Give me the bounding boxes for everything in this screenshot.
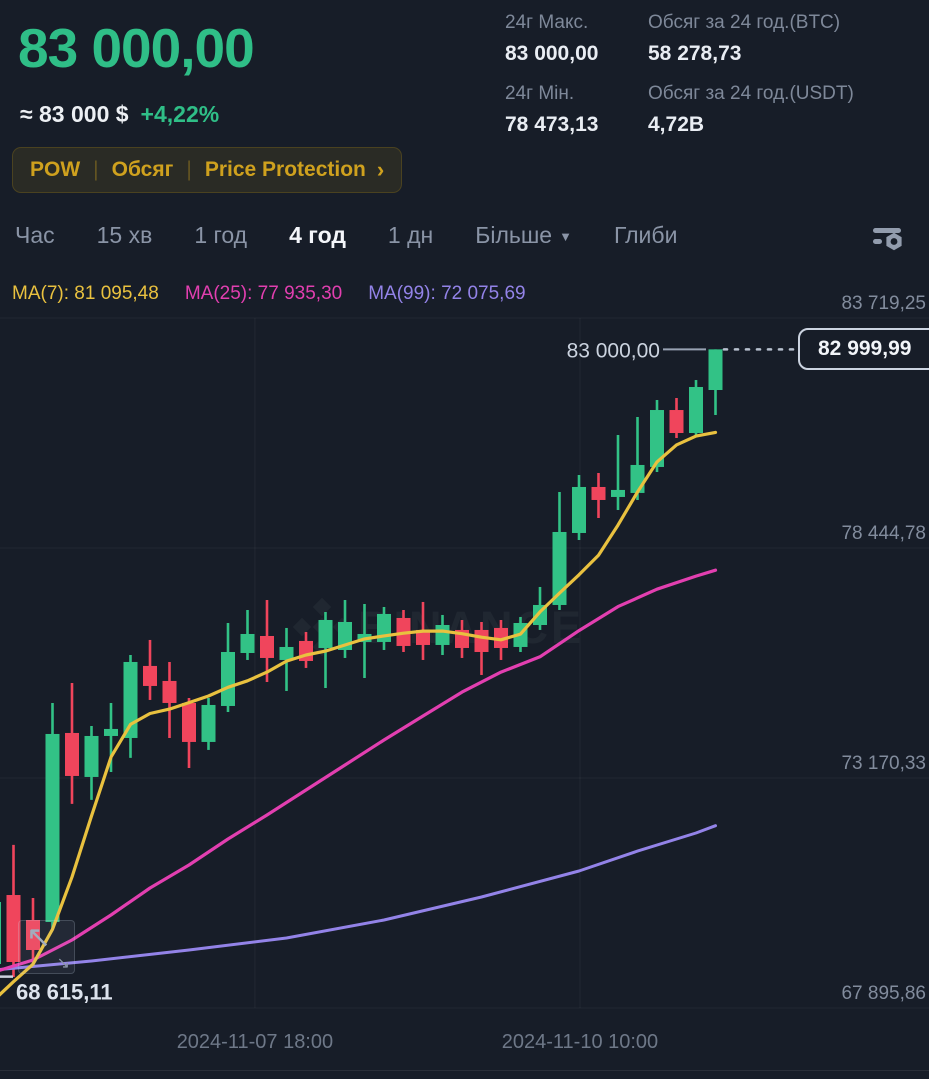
tag-volume[interactable]: Обсяг (111, 158, 174, 181)
candle-body (552, 531, 567, 605)
candle-body (416, 629, 430, 645)
y-axis-label: 83 719,25 (841, 293, 926, 314)
tag-price-protection[interactable]: Price Protection (204, 158, 366, 181)
ma-line-MA(25) (0, 568, 718, 972)
stats-grid: 24г Макс. 83 000,00 Обсяг за 24 год.(BTC… (505, 12, 854, 137)
stat-value: 83 000,00 (505, 42, 599, 65)
grid-layer: 83 719,25 78 444,78 73 170,33 67 895,86 2024… (0, 293, 929, 1053)
binance-watermark: BINANCE (292, 597, 584, 657)
candle-body (572, 486, 586, 533)
candle-body (0, 901, 1, 964)
candle-body (65, 732, 79, 776)
arrow-up-left-icon: ↖ (26, 921, 52, 954)
stat-label: Обсяг за 24 год.(USDT) (648, 83, 854, 104)
candle-body (279, 646, 294, 660)
candle-body (591, 486, 606, 500)
tab-time[interactable]: Час (15, 222, 55, 248)
fiat-value: ≈ 83 000 $ (20, 101, 129, 127)
candle-body (611, 489, 625, 497)
y-axis-label: 73 170,33 (841, 753, 926, 774)
stat-label: 24г Мін. (505, 83, 575, 104)
x-axis-label: 2024-11-10 10:00 (502, 1031, 658, 1053)
tab-1d[interactable]: 1 дн (387, 222, 434, 248)
chevron-right-icon: › (376, 157, 385, 182)
tab-15m[interactable]: 15 хв (96, 222, 153, 248)
y-axis-label: 67 895,86 (841, 983, 926, 1004)
y-axis-label: 78 444,78 (841, 523, 926, 544)
ma-line-MA(7) (0, 430, 718, 997)
candle-body (6, 895, 21, 962)
current-price-box: 82 999,99 (798, 328, 929, 371)
candle-body (182, 702, 196, 742)
candle-body (240, 633, 255, 653)
candle-body (84, 735, 99, 777)
tag-pow[interactable]: POW (30, 158, 81, 181)
stat-24h-low: 24г Мін. 78 473,13 (505, 83, 648, 137)
candle-body (494, 627, 508, 648)
stat-24h-high: 24г Макс. 83 000,00 (505, 12, 648, 66)
high-price-label: 83 000,00 (567, 339, 660, 362)
candle-body (201, 704, 216, 742)
low-price-label: 68 615,11 (16, 980, 113, 1005)
x-axis-label: 2024-11-07 18:00 (177, 1031, 333, 1053)
candle-body (669, 410, 684, 434)
candle-body (104, 728, 118, 736)
ma7-legend[interactable]: MA(7): 81 095,48 (12, 283, 159, 304)
candle-body (162, 680, 177, 703)
stat-value: 78 473,13 (505, 113, 599, 136)
candle-body (650, 410, 664, 467)
chart-expand-button[interactable]: ↖ ↘ (18, 920, 75, 974)
token-tags-pill[interactable]: POW | Обсяг | Price Protection › (12, 147, 403, 193)
price-approx-row: ≈ 83 000 $ +4,22% (20, 101, 219, 128)
chevron-down-icon: ▼ (559, 229, 572, 244)
candle-body (708, 349, 723, 391)
stat-label: 24г Макс. (505, 12, 589, 33)
candle-body (630, 464, 645, 493)
candle-body (123, 661, 138, 738)
ma99-legend[interactable]: MA(99): 72 075,69 (368, 283, 526, 304)
bottom-divider (0, 1070, 929, 1071)
ma25-legend[interactable]: MA(25): 77 935,30 (184, 283, 343, 304)
stat-label: Обсяг за 24 год.(BTC) (648, 12, 841, 33)
tab-more[interactable]: Більше ▼ (475, 222, 572, 248)
tab-1h[interactable]: 1 год (194, 222, 248, 248)
candle-body (689, 386, 703, 434)
tag-separator: | (93, 158, 99, 181)
stat-value: 4,72B (648, 113, 705, 136)
ma-legend: MA(7): 81 095,48 MA(25): 77 935,30 MA(99… (12, 283, 526, 305)
candles-layer (0, 349, 723, 977)
candle-body (221, 651, 235, 706)
candle-body (260, 635, 274, 658)
candle-body (26, 919, 40, 950)
interval-tabbar: Час 15 хв 1 год 4 год 1 дн Більше ▼ Глиби (15, 222, 865, 249)
tab-depth[interactable]: Глиби (613, 222, 678, 248)
arrow-down-right-icon: ↘ (56, 955, 70, 972)
last-price: 83 000,00 (18, 17, 255, 79)
candle-body (143, 665, 157, 686)
indicator-settings-icon[interactable] (869, 220, 905, 256)
stat-volume-usdt: Обсяг за 24 год.(USDT) 4,72B (648, 83, 854, 137)
change-percent: +4,22% (140, 101, 220, 127)
stat-volume-btc: Обсяг за 24 год.(BTC) 58 278,73 (648, 12, 854, 66)
tag-separator: | (186, 158, 192, 181)
tab-4h[interactable]: 4 год (289, 222, 346, 248)
svg-text:BINANCE: BINANCE (358, 602, 584, 653)
candle-body (45, 733, 60, 923)
ma-line-MA(99) (0, 824, 717, 971)
candle-body (474, 629, 489, 652)
candle-body (435, 624, 450, 645)
stat-value: 58 278,73 (648, 42, 742, 65)
candle-body (318, 619, 333, 648)
